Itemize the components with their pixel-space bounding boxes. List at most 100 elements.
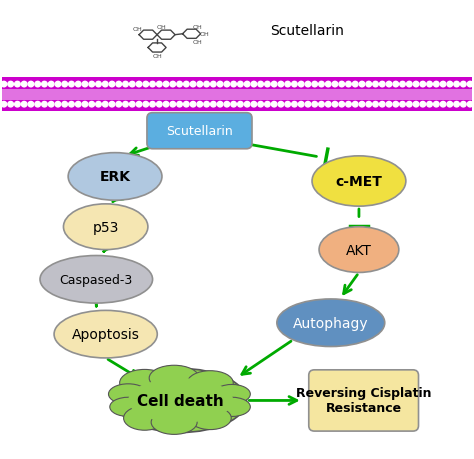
- Circle shape: [278, 82, 284, 88]
- Circle shape: [69, 102, 74, 108]
- Circle shape: [82, 102, 88, 108]
- Ellipse shape: [119, 369, 170, 397]
- Text: AKT: AKT: [346, 243, 372, 257]
- Circle shape: [380, 102, 385, 108]
- Circle shape: [312, 82, 318, 88]
- Circle shape: [420, 102, 426, 108]
- Ellipse shape: [214, 385, 250, 404]
- Circle shape: [305, 82, 311, 88]
- Circle shape: [170, 102, 176, 108]
- Circle shape: [346, 82, 351, 88]
- Circle shape: [353, 82, 358, 88]
- Circle shape: [82, 82, 88, 88]
- Circle shape: [278, 102, 284, 108]
- Circle shape: [346, 102, 351, 108]
- Circle shape: [129, 82, 135, 88]
- Circle shape: [244, 82, 250, 88]
- Ellipse shape: [187, 371, 233, 395]
- Circle shape: [447, 102, 453, 108]
- Circle shape: [150, 82, 155, 88]
- Ellipse shape: [109, 384, 148, 404]
- Circle shape: [434, 82, 439, 88]
- Circle shape: [380, 82, 385, 88]
- Bar: [2, 90, 472, 101]
- Circle shape: [285, 82, 291, 88]
- Circle shape: [177, 102, 182, 108]
- Circle shape: [271, 82, 277, 88]
- Circle shape: [116, 82, 121, 88]
- Ellipse shape: [110, 397, 146, 417]
- Ellipse shape: [115, 369, 246, 432]
- Circle shape: [237, 82, 243, 88]
- Ellipse shape: [312, 157, 406, 207]
- Circle shape: [359, 82, 365, 88]
- Circle shape: [156, 102, 162, 108]
- Text: Scutellarin: Scutellarin: [166, 125, 233, 138]
- Circle shape: [96, 102, 101, 108]
- Ellipse shape: [64, 204, 148, 250]
- Ellipse shape: [68, 153, 162, 201]
- Circle shape: [366, 102, 372, 108]
- Circle shape: [89, 82, 94, 88]
- Circle shape: [129, 102, 135, 108]
- Circle shape: [407, 82, 412, 88]
- Circle shape: [427, 102, 432, 108]
- Text: OH: OH: [133, 27, 143, 32]
- Text: OH: OH: [200, 32, 209, 37]
- Circle shape: [217, 82, 223, 88]
- Circle shape: [197, 102, 203, 108]
- Circle shape: [69, 82, 74, 88]
- Circle shape: [204, 82, 210, 88]
- Circle shape: [413, 102, 419, 108]
- Circle shape: [400, 82, 405, 88]
- Circle shape: [55, 82, 61, 88]
- Circle shape: [407, 102, 412, 108]
- Circle shape: [373, 82, 378, 88]
- Circle shape: [150, 102, 155, 108]
- Circle shape: [55, 102, 61, 108]
- Circle shape: [62, 102, 67, 108]
- Circle shape: [35, 82, 40, 88]
- Circle shape: [217, 102, 223, 108]
- Circle shape: [123, 102, 128, 108]
- Circle shape: [123, 82, 128, 88]
- Ellipse shape: [54, 311, 157, 358]
- Circle shape: [28, 82, 34, 88]
- Circle shape: [21, 102, 27, 108]
- Circle shape: [440, 102, 446, 108]
- Text: p53: p53: [92, 220, 119, 234]
- Circle shape: [109, 102, 115, 108]
- Circle shape: [116, 102, 121, 108]
- Circle shape: [156, 82, 162, 88]
- Circle shape: [454, 102, 459, 108]
- Circle shape: [224, 102, 230, 108]
- Circle shape: [434, 102, 439, 108]
- Circle shape: [231, 102, 237, 108]
- Circle shape: [15, 82, 20, 88]
- Ellipse shape: [319, 227, 399, 273]
- Ellipse shape: [128, 378, 233, 423]
- Circle shape: [339, 82, 345, 88]
- FancyBboxPatch shape: [147, 113, 252, 150]
- Circle shape: [183, 82, 189, 88]
- Circle shape: [285, 102, 291, 108]
- Circle shape: [8, 82, 13, 88]
- Text: Apoptosis: Apoptosis: [72, 327, 140, 341]
- Ellipse shape: [277, 299, 385, 347]
- Circle shape: [413, 82, 419, 88]
- Circle shape: [177, 82, 182, 88]
- Circle shape: [400, 102, 405, 108]
- Circle shape: [292, 82, 297, 88]
- Circle shape: [244, 102, 250, 108]
- Circle shape: [325, 102, 331, 108]
- Circle shape: [461, 102, 466, 108]
- Circle shape: [183, 102, 189, 108]
- Circle shape: [210, 82, 216, 88]
- Circle shape: [35, 102, 40, 108]
- Circle shape: [21, 82, 27, 88]
- Circle shape: [264, 102, 270, 108]
- Circle shape: [386, 82, 392, 88]
- Ellipse shape: [189, 407, 231, 430]
- Circle shape: [298, 102, 304, 108]
- Circle shape: [312, 102, 318, 108]
